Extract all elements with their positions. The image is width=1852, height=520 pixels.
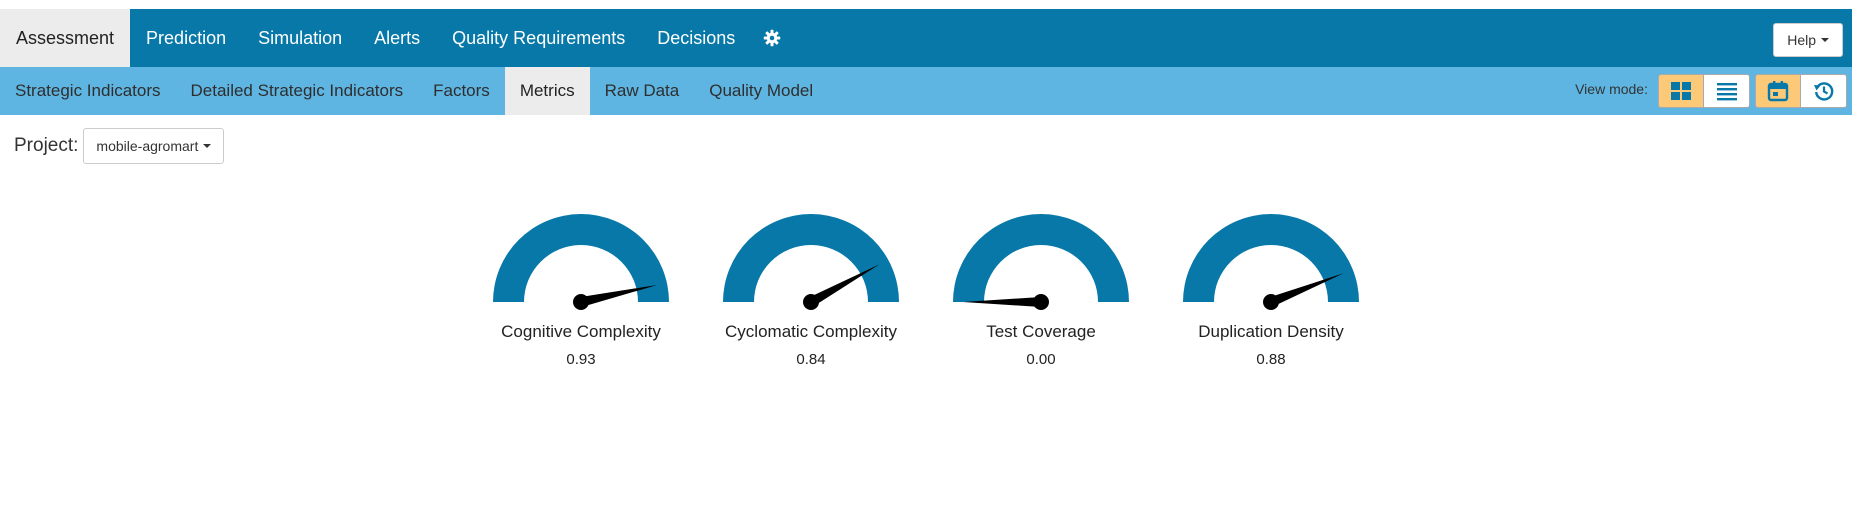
gauge-label: Test Coverage xyxy=(986,322,1096,341)
gauge-dial xyxy=(493,214,669,310)
gauge-needle xyxy=(1269,273,1344,307)
gauge-value: 0.93 xyxy=(566,351,596,368)
tab-raw-data[interactable]: Raw Data xyxy=(604,81,680,100)
nav-alerts[interactable]: Alerts xyxy=(374,27,421,48)
gauge-card[interactable]: Test Coverage 0.00 xyxy=(926,210,1156,368)
gauge-hub xyxy=(1263,294,1279,310)
caret-down-icon xyxy=(203,144,212,148)
gear-icon xyxy=(764,29,781,47)
gauge-arc xyxy=(953,214,1129,302)
top-nav-items: Assessment Prediction Simulation Alerts … xyxy=(0,9,1852,67)
nav-simulation[interactable]: Simulation xyxy=(258,27,343,48)
list-icon xyxy=(1716,83,1737,101)
tab-metrics[interactable]: Metrics xyxy=(504,67,590,115)
current-view-button[interactable] xyxy=(1755,74,1801,108)
sub-navbar: Strategic Indicators Detailed Strategic … xyxy=(0,67,1852,115)
gauge-label: Duplication Density xyxy=(1198,322,1344,341)
time-toggle-group xyxy=(1755,74,1847,108)
layout-toggle-group xyxy=(1658,74,1750,108)
gauge-card[interactable]: Cyclomatic Complexity 0.84 xyxy=(696,210,926,368)
project-selected-value: mobile-agromart xyxy=(96,138,199,154)
view-mode-label: View mode: xyxy=(1575,81,1648,97)
view-mode-controls: View mode: xyxy=(1575,74,1847,108)
metrics-gauges: Cognitive Complexity 0.93 Cyclomatic Com… xyxy=(0,210,1852,410)
gauge-needle xyxy=(579,284,658,307)
sub-nav-items: Strategic Indicators Detailed Strategic … xyxy=(0,67,1852,115)
settings-button[interactable] xyxy=(751,9,793,67)
nav-prediction[interactable]: Prediction xyxy=(146,27,227,48)
project-selector: Project: mobile-agromart xyxy=(14,128,225,164)
gauge-dial xyxy=(953,214,1129,310)
help-dropdown-button[interactable]: Help xyxy=(1773,23,1843,57)
top-navbar: Assessment Prediction Simulation Alerts … xyxy=(0,9,1852,67)
gauge-hub xyxy=(1033,294,1049,310)
grid-view-button[interactable] xyxy=(1658,74,1704,108)
caret-down-icon xyxy=(1821,38,1829,42)
historical-view-button[interactable] xyxy=(1801,74,1847,108)
gauge-dial xyxy=(723,214,899,310)
gauge-arc xyxy=(493,214,669,302)
gauge-value: 0.88 xyxy=(1256,351,1286,368)
gauge-dial xyxy=(1183,214,1359,310)
gauge-arc xyxy=(1183,214,1359,302)
grid-icon xyxy=(1671,82,1691,100)
gauge-label: Cyclomatic Complexity xyxy=(725,322,897,341)
gauge-card[interactable]: Duplication Density 0.88 xyxy=(1156,210,1386,368)
nav-decisions[interactable]: Decisions xyxy=(657,27,736,48)
gauge-needle xyxy=(963,297,1041,307)
history-icon xyxy=(1813,82,1833,101)
gauge-value: 0.00 xyxy=(1026,351,1056,368)
list-view-button[interactable] xyxy=(1704,74,1750,108)
calendar-icon xyxy=(1767,81,1789,102)
gauge-arc xyxy=(723,214,899,302)
gauge-needle xyxy=(808,264,880,307)
gauge-hub xyxy=(803,294,819,310)
tab-quality-model[interactable]: Quality Model xyxy=(709,81,814,100)
gauge-label: Cognitive Complexity xyxy=(501,322,661,341)
tab-strategic-indicators[interactable]: Strategic Indicators xyxy=(15,81,161,100)
nav-assessment[interactable]: Assessment xyxy=(0,9,131,67)
project-label: Project: xyxy=(14,135,79,156)
tab-detailed-strategic-indicators[interactable]: Detailed Strategic Indicators xyxy=(190,81,404,100)
nav-quality-requirements[interactable]: Quality Requirements xyxy=(452,27,626,48)
gauge-value: 0.84 xyxy=(796,351,826,368)
gauge-hub xyxy=(573,294,589,310)
project-dropdown[interactable]: mobile-agromart xyxy=(83,128,225,164)
gauge-card[interactable]: Cognitive Complexity 0.93 xyxy=(466,210,696,368)
tab-factors[interactable]: Factors xyxy=(433,81,490,100)
help-label: Help xyxy=(1787,32,1816,48)
